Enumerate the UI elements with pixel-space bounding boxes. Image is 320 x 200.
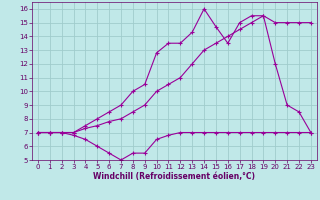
X-axis label: Windchill (Refroidissement éolien,°C): Windchill (Refroidissement éolien,°C) xyxy=(93,172,255,181)
